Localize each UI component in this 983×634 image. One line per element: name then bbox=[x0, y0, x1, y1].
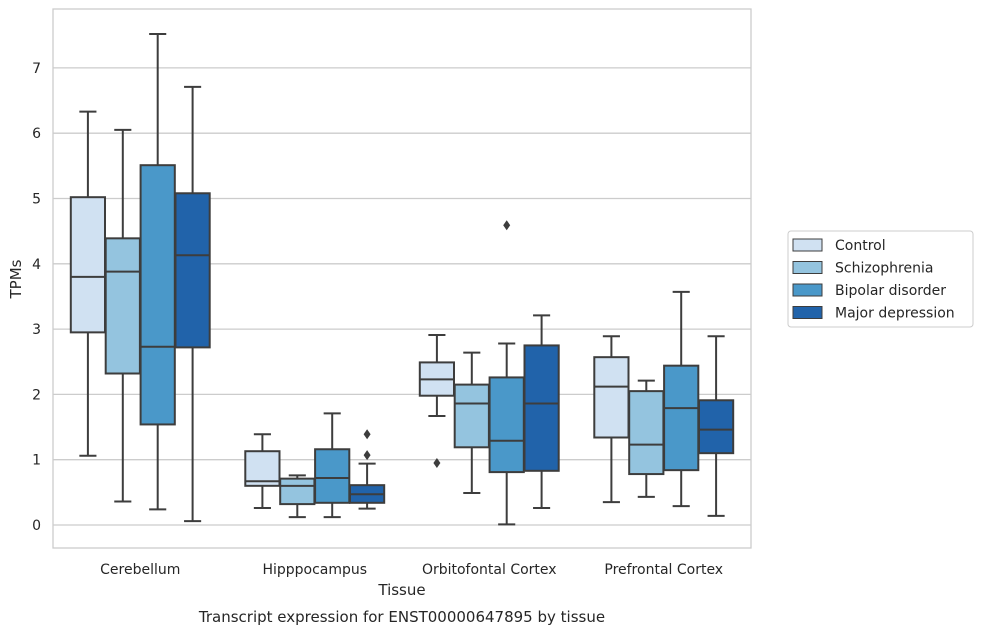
box-major-depression bbox=[348, 429, 386, 510]
box-iqr bbox=[279, 477, 316, 506]
box-iqr bbox=[139, 164, 176, 426]
box-control bbox=[593, 335, 630, 504]
outlier-point bbox=[363, 450, 371, 461]
chart-title: Transcript expression for ENST0000064789… bbox=[198, 608, 605, 626]
legend-swatch bbox=[792, 261, 823, 274]
x-tick-label: Cerebellum bbox=[100, 562, 180, 578]
outlier-point bbox=[503, 220, 511, 231]
box-iqr bbox=[593, 356, 630, 439]
y-tick-label: 1 bbox=[32, 453, 41, 469]
boxes bbox=[69, 32, 735, 526]
outlier-point bbox=[363, 429, 371, 440]
box-major-depression bbox=[174, 85, 211, 523]
outlier-point bbox=[433, 457, 441, 468]
box-schizophrenia bbox=[104, 128, 141, 503]
x-tick-label: Prefrontal Cortex bbox=[604, 562, 723, 578]
legend-swatch bbox=[792, 306, 823, 319]
y-tick-label: 5 bbox=[32, 192, 41, 208]
y-tick-label: 2 bbox=[32, 387, 41, 403]
box-schizophrenia bbox=[628, 379, 665, 498]
legend: Control Schizophrenia Bipolar disorder Majo… bbox=[787, 230, 974, 328]
legend-label: Control bbox=[835, 238, 886, 254]
y-tick-label: 6 bbox=[32, 126, 41, 142]
box-iqr bbox=[314, 448, 351, 504]
box-control bbox=[418, 333, 456, 468]
box-major-depression bbox=[523, 314, 560, 510]
x-tick-label: Orbitofontal Cortex bbox=[422, 562, 557, 578]
x-tick-label: Hipppocampus bbox=[262, 562, 367, 578]
y-tick-label: 3 bbox=[32, 322, 41, 338]
y-tick-label: 4 bbox=[32, 257, 41, 273]
box-control bbox=[69, 110, 107, 457]
box-iqr bbox=[244, 450, 281, 487]
box-bipolar-disorder bbox=[488, 220, 525, 526]
box-schizophrenia bbox=[453, 351, 490, 495]
box-iqr bbox=[174, 192, 211, 349]
box-iqr bbox=[488, 376, 525, 474]
legend-swatch bbox=[792, 238, 823, 252]
x-axis-ticks: Cerebellum Hipppocampus Orbitofontal Corte… bbox=[100, 562, 723, 578]
box-schizophrenia bbox=[279, 474, 316, 519]
legend-label: Major depression bbox=[835, 306, 955, 322]
legend-label: Schizophrenia bbox=[835, 261, 933, 277]
y-axis-ticks: 0 1 2 3 4 5 6 7 bbox=[32, 61, 41, 534]
box-iqr bbox=[523, 344, 560, 472]
box-iqr bbox=[697, 399, 735, 455]
x-axis-label: Tissue bbox=[377, 581, 425, 599]
y-axis-label: TPMs bbox=[7, 259, 25, 299]
box-iqr bbox=[453, 383, 490, 449]
y-tick-label: 0 bbox=[32, 518, 41, 534]
legend-label: Bipolar disorder bbox=[835, 283, 946, 299]
legend-frame bbox=[787, 230, 974, 328]
box-bipolar-disorder bbox=[663, 290, 700, 508]
box-bipolar-disorder bbox=[314, 412, 351, 519]
y-tick-label: 7 bbox=[32, 61, 41, 77]
box-iqr bbox=[104, 237, 141, 375]
box-major-depression bbox=[697, 335, 735, 517]
box-control bbox=[244, 433, 281, 510]
box-iqr bbox=[69, 196, 107, 334]
box-bipolar-disorder bbox=[139, 32, 176, 511]
legend-swatch bbox=[792, 283, 823, 297]
box-iqr bbox=[663, 364, 700, 472]
box-iqr bbox=[628, 390, 665, 476]
